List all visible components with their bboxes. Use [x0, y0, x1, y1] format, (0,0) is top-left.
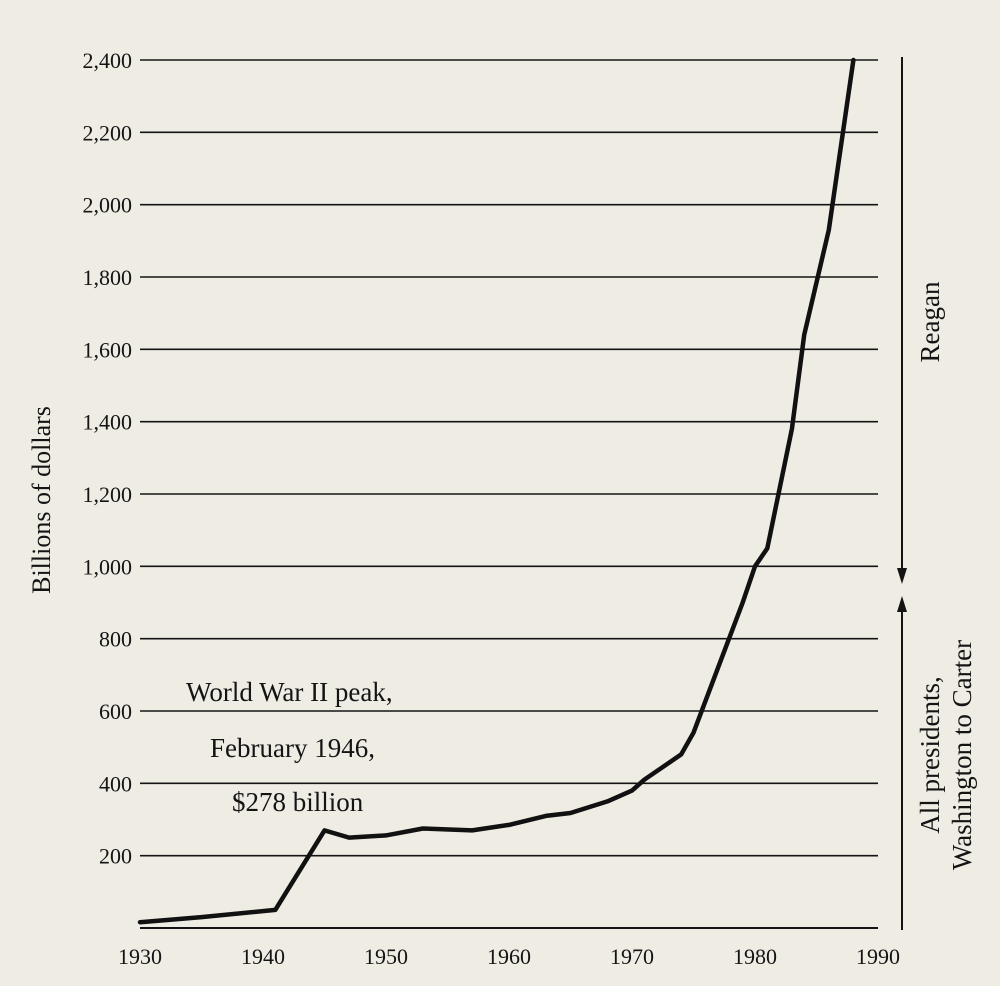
y-tick-label: 600 — [99, 699, 132, 724]
x-tick-labels: 1930 1940 1950 1960 1970 1980 1990 — [118, 944, 900, 969]
y-tick-label: 1,000 — [83, 554, 133, 579]
annotation-line-2: February 1946, — [210, 733, 375, 763]
grid-lines — [140, 59, 878, 857]
x-tick-label: 1980 — [733, 944, 777, 969]
y-tick-labels: 200 400 600 800 1,000 1,200 1,400 1,600 1,800 2,0… — [83, 48, 133, 869]
y-tick-label: 2,400 — [83, 48, 133, 73]
y-tick-label: 1,200 — [83, 482, 133, 507]
x-tick-label: 1930 — [118, 944, 162, 969]
y-axis-label: Billions of dollars — [27, 406, 56, 594]
y-tick-label: 400 — [99, 771, 132, 796]
presidents-arrowhead — [897, 596, 907, 612]
y-tick-label: 200 — [99, 844, 132, 869]
reagan-label: Reagan — [915, 281, 945, 362]
x-tick-label: 1970 — [610, 944, 654, 969]
x-tick-label: 1940 — [241, 944, 285, 969]
x-tick-label: 1990 — [856, 944, 900, 969]
y-tick-label: 2,200 — [83, 120, 133, 145]
y-tick-label: 800 — [99, 627, 132, 652]
y-tick-label: 2,000 — [83, 193, 133, 218]
y-tick-label: 1,400 — [83, 410, 133, 435]
x-tick-label: 1950 — [364, 944, 408, 969]
y-tick-label: 1,800 — [83, 265, 133, 290]
y-tick-label: 1,600 — [83, 337, 133, 362]
reagan-arrowhead — [897, 568, 907, 584]
series-line-debt — [137, 57, 856, 925]
annotation-line-1: World War II peak, — [186, 677, 393, 707]
ww2-annotation: World War II peak, February 1946, $278 b… — [186, 677, 393, 817]
presidents-label-line-1: All presidents, — [915, 676, 945, 833]
annotation-line-3: $278 billion — [232, 787, 364, 817]
x-tick-label: 1960 — [487, 944, 531, 969]
period-markers: Reagan All presidents, Washington to Car… — [897, 57, 977, 930]
presidents-label-line-2: Washington to Carter — [947, 640, 977, 870]
